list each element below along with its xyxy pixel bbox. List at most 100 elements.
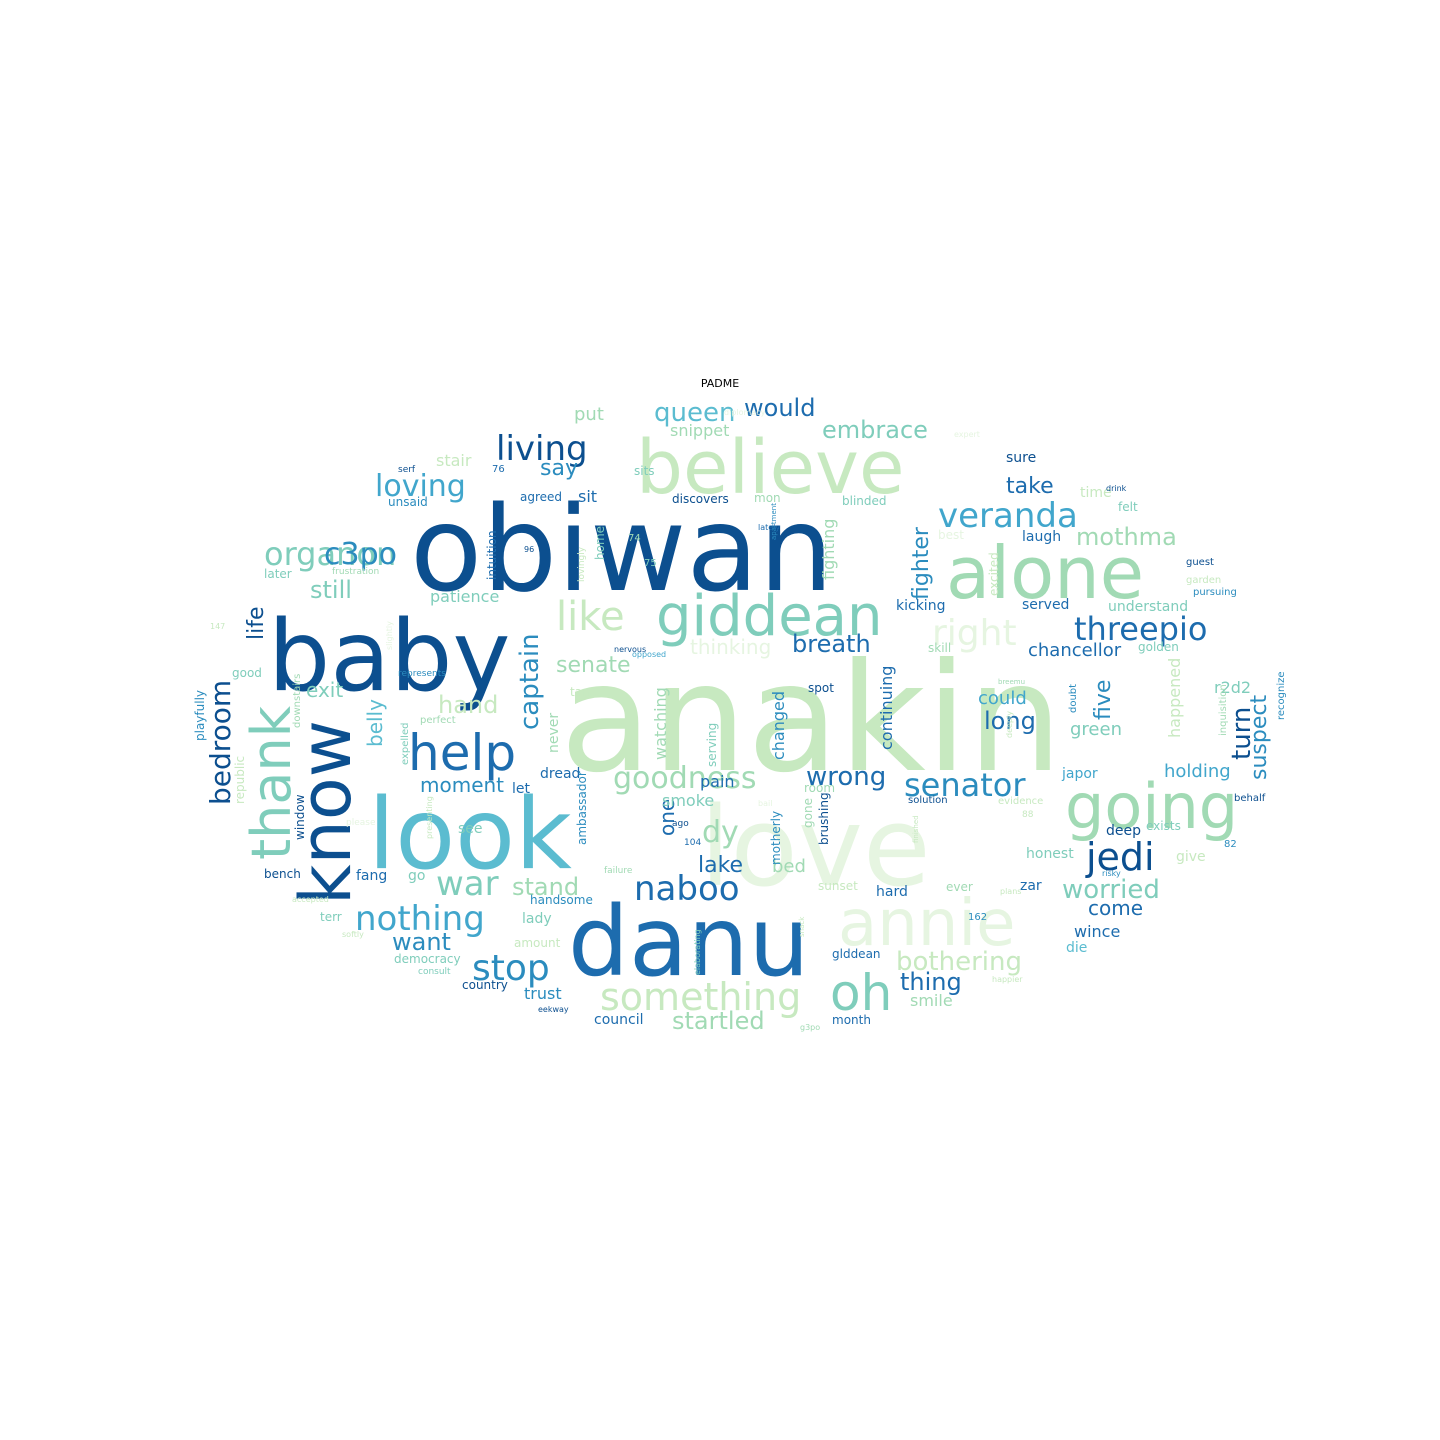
word-turn: turn — [1227, 707, 1257, 760]
word-council: council — [594, 1012, 644, 1028]
word-sunset: sunset — [818, 879, 858, 893]
word-nothing: nothing — [355, 899, 485, 939]
word-evidence: evidence — [998, 796, 1043, 807]
word-perfect: perfect — [420, 715, 456, 726]
word-serf: serf — [398, 465, 416, 475]
word-147: 147 — [210, 622, 225, 631]
word-expelled: expelled — [400, 723, 411, 765]
word-captain: captain — [515, 633, 545, 730]
word-apartment: apartment — [770, 503, 778, 540]
word-behalf: behalf — [1234, 793, 1266, 804]
word-mon: mon — [754, 491, 781, 505]
word-living: living — [496, 429, 588, 469]
word-jedi: jedi — [1085, 835, 1155, 879]
word-lately: lately — [758, 523, 780, 532]
word-baby: baby — [268, 600, 510, 714]
word-goodness: goodness — [613, 761, 757, 796]
word-alone: alone — [946, 531, 1144, 615]
word-oh: oh — [830, 964, 892, 1022]
word-understand: understand — [1108, 599, 1188, 615]
word-give: give — [1176, 849, 1206, 865]
word-annie: annie — [838, 887, 1016, 961]
word-war: war — [436, 864, 499, 904]
word-love: love — [700, 783, 931, 911]
word-accepted: accepted — [292, 895, 329, 904]
word-happier: happier — [992, 975, 1023, 984]
word-month: month — [832, 1013, 871, 1027]
word-88: 88 — [1022, 810, 1034, 820]
word-sits: sits — [634, 464, 655, 478]
word-stand: stand — [512, 873, 579, 901]
word-ever: ever — [946, 880, 973, 894]
word-window: window — [293, 794, 307, 840]
word-breemu: breemu — [998, 678, 1025, 686]
word-veranda: veranda — [938, 496, 1078, 536]
word-exit: exit — [306, 678, 343, 702]
word-excited: excited — [987, 552, 1001, 596]
word-never: never — [546, 713, 562, 753]
word-come: come — [1088, 896, 1143, 920]
word-senate: senate — [556, 653, 631, 678]
word-happened: happened — [1165, 658, 1184, 738]
word-still: still — [310, 576, 352, 604]
word-hard: hard — [876, 884, 908, 900]
word-pain: pain — [700, 772, 735, 791]
word-pursuing: pursuing — [1193, 587, 1237, 598]
word-something: something — [600, 975, 801, 1019]
word-lake: lake — [698, 853, 743, 878]
word-chancellor: chancellor — [1028, 640, 1122, 661]
word-75: 75 — [644, 558, 657, 569]
word-96: 96 — [524, 545, 534, 554]
word-presenting: presenting — [425, 796, 434, 839]
word-trust: trust — [524, 984, 562, 1003]
word-taneel: taneel — [570, 685, 608, 699]
word-kicking: kicking — [896, 598, 945, 614]
word-laugh: laugh — [1022, 529, 1061, 545]
word-served: served — [1022, 597, 1069, 613]
word-mothma: mothma — [1076, 523, 1177, 551]
word-honest: honest — [1026, 846, 1074, 862]
word-republic: republic — [233, 756, 247, 804]
word-drink: drink — [1106, 484, 1127, 493]
word-want: want — [392, 928, 451, 956]
word-die: die — [1066, 940, 1087, 956]
word-danu: danu — [568, 886, 809, 998]
word-risky: risky — [1102, 869, 1121, 878]
word-recognize: recognize — [1276, 671, 1287, 720]
word-guest: guest — [1186, 557, 1214, 568]
word-know: know — [285, 720, 367, 905]
word-organon: organon — [264, 535, 396, 573]
word-worried: worried — [1062, 875, 1160, 905]
word-japor: japor — [1061, 766, 1098, 782]
word-right: right — [932, 613, 1017, 654]
word-snack: snack — [798, 916, 806, 937]
word-hand: hand — [438, 691, 498, 719]
word-please: please — [346, 818, 376, 828]
word-76: 76 — [492, 464, 505, 475]
word-green: green — [1070, 719, 1122, 740]
word-fighting: fighting — [819, 519, 838, 580]
word-glddean: glddean — [832, 947, 881, 961]
word-would: would — [744, 394, 815, 422]
word-take: take — [1006, 474, 1054, 499]
word-going: going — [1065, 770, 1238, 843]
word-senator: senator — [904, 766, 1026, 804]
word-continuing: continuing — [877, 666, 896, 750]
word-smoke: smoke — [662, 791, 714, 810]
word-time: time — [1080, 485, 1112, 501]
word-r2d2: r2d2 — [1214, 678, 1251, 697]
word-ambassador: ambassador — [575, 771, 589, 845]
word-deeply: deeply — [1005, 711, 1014, 738]
word-room: room — [804, 781, 835, 795]
word-wince: wince — [1074, 922, 1120, 941]
word-like: like — [556, 594, 625, 640]
word-lady: lady — [522, 911, 552, 927]
word-unsaid: unsaid — [388, 495, 428, 509]
word-loving: loving — [375, 469, 466, 504]
word-g3po: g3po — [800, 1023, 820, 1032]
word-country: country — [462, 978, 508, 992]
word-good: good — [232, 666, 262, 680]
word-could: could — [978, 688, 1027, 709]
